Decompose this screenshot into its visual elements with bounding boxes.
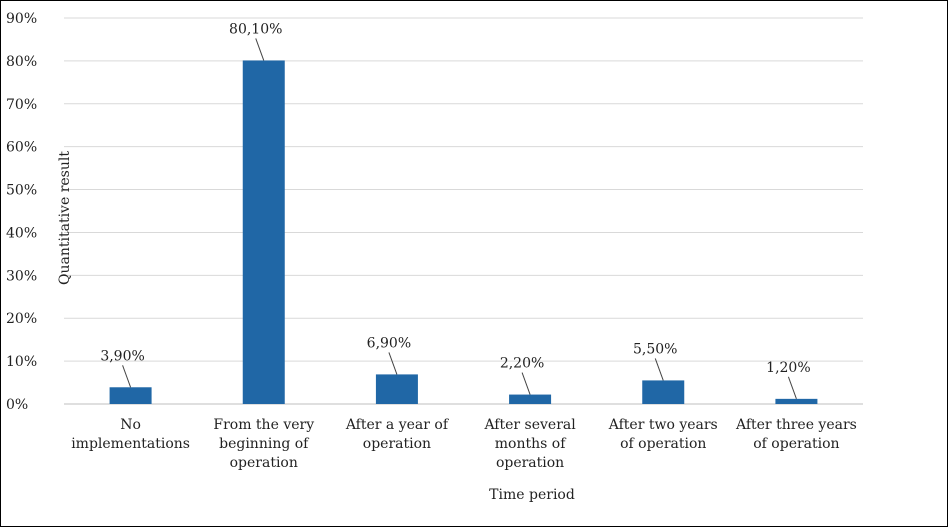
y-tick-label: 60% xyxy=(6,140,37,156)
bar xyxy=(775,398,818,404)
y-tick-label: 40% xyxy=(6,225,37,241)
x-category-line: beginning of xyxy=(219,436,310,452)
data-label-leader xyxy=(654,358,664,381)
data-label-leader xyxy=(122,365,132,388)
data-label: 6,90% xyxy=(367,335,411,351)
x-category-line: implementations xyxy=(71,436,190,452)
y-tick-label: 70% xyxy=(6,97,37,113)
data-label-leader xyxy=(388,352,398,375)
x-axis-title: Time period xyxy=(489,487,575,503)
y-tick-label: 80% xyxy=(6,54,37,70)
y-tick-label: 50% xyxy=(6,183,37,199)
data-label-leader xyxy=(521,372,531,395)
bar xyxy=(509,394,552,404)
bar xyxy=(642,380,685,404)
data-label: 3,90% xyxy=(100,348,144,364)
x-category-line: After two years xyxy=(608,417,718,433)
x-category-label: After three years of operation xyxy=(735,417,857,452)
bar xyxy=(109,387,152,404)
data-label-leader xyxy=(787,376,797,400)
x-category-line: months of xyxy=(495,436,567,452)
x-category-line: After three years xyxy=(735,417,857,433)
gridlines xyxy=(64,17,863,405)
x-category-line: operation xyxy=(230,455,298,471)
y-tick-label: 0% xyxy=(6,397,28,413)
bar xyxy=(375,374,418,404)
y-tick-label: 30% xyxy=(6,268,37,284)
data-label-leader xyxy=(255,38,265,61)
x-category-label: After a year of operation xyxy=(345,417,450,452)
y-tick-label: 10% xyxy=(6,354,37,370)
data-label: 80,10% xyxy=(229,21,282,37)
y-axis-ticks: 0% 10% 20% 30% 40% 50% 60% 70% 80% 90% xyxy=(6,11,37,413)
x-category-line: operation xyxy=(363,436,431,452)
x-category-line: From the very xyxy=(213,417,314,433)
x-category-line: After several xyxy=(483,417,576,433)
y-tick-label: 90% xyxy=(6,11,37,27)
bar xyxy=(242,60,285,405)
x-category-line: No xyxy=(120,417,141,433)
x-category-line: operation xyxy=(496,455,564,471)
y-axis-title: Quantitative result xyxy=(57,151,73,285)
data-label: 2,20% xyxy=(500,356,544,372)
data-labels: 3,90% 80,10% 6,90% 2,20% 5,50% 1,20% xyxy=(100,21,811,400)
x-category-label: No implementations xyxy=(71,417,190,452)
x-category-label: After several months of operation xyxy=(483,417,576,471)
x-category-line: of operation xyxy=(620,436,706,452)
y-tick-label: 20% xyxy=(6,311,37,327)
data-label: 5,50% xyxy=(633,341,677,357)
x-category-label: After two years of operation xyxy=(608,417,718,452)
x-category-line: of operation xyxy=(753,436,839,452)
x-axis-categories: No implementations From the very beginning … xyxy=(71,417,857,471)
x-category-label: From the very beginning of operation xyxy=(213,417,314,471)
bars xyxy=(109,60,818,405)
data-label: 1,20% xyxy=(766,360,810,376)
x-category-line: After a year of xyxy=(345,417,450,433)
